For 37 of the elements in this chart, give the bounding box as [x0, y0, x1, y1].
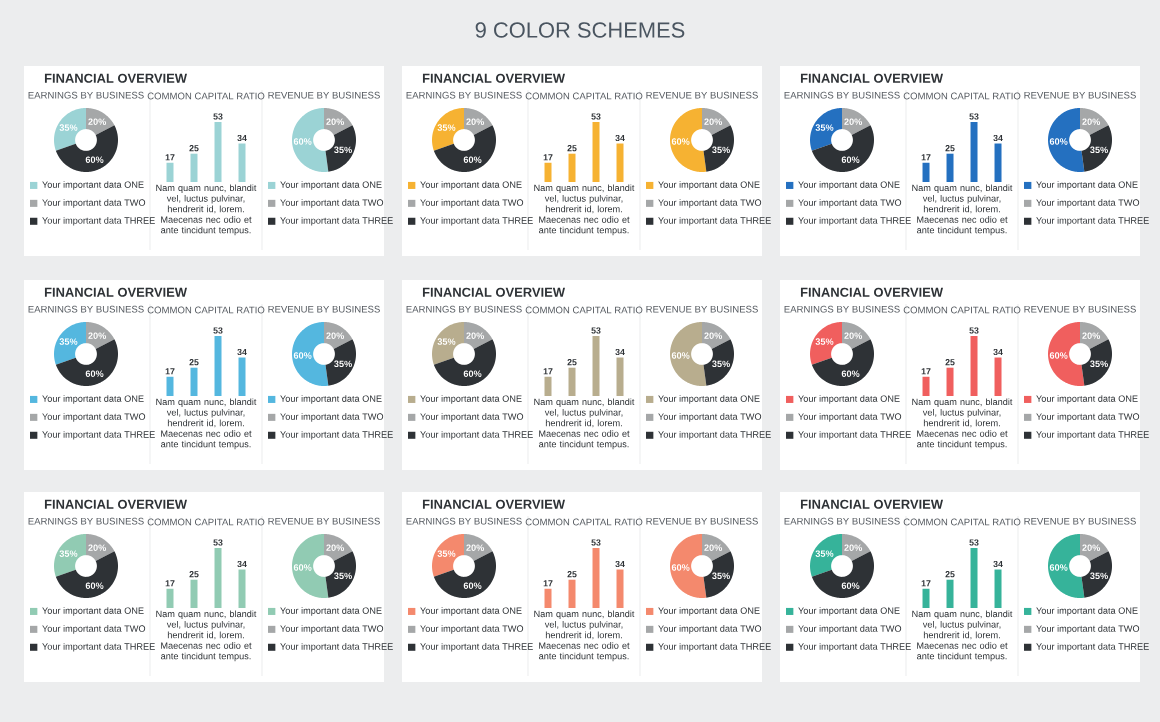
bar	[616, 569, 624, 608]
bar	[922, 162, 930, 182]
bar	[946, 153, 954, 182]
bar	[922, 376, 930, 396]
bar	[970, 122, 978, 182]
bar	[616, 143, 624, 182]
bar	[568, 153, 576, 182]
bar	[166, 376, 174, 396]
bar	[544, 162, 552, 182]
bar	[994, 143, 1002, 182]
bar	[190, 153, 198, 182]
bar	[616, 357, 624, 396]
bar	[970, 548, 978, 608]
bar	[214, 548, 222, 608]
bar	[190, 367, 198, 396]
bar	[592, 336, 600, 396]
bar	[544, 588, 552, 608]
bar	[166, 162, 174, 182]
bar	[994, 569, 1002, 608]
bar	[568, 579, 576, 608]
bar	[544, 376, 552, 396]
bar	[970, 336, 978, 396]
bar	[922, 588, 930, 608]
bar	[946, 579, 954, 608]
bar	[592, 122, 600, 182]
bar	[238, 357, 246, 396]
text: 9 COLOR SCHEMES	[475, 22, 685, 38]
bar	[946, 367, 954, 396]
bar	[190, 579, 198, 608]
bar	[238, 569, 246, 608]
bar	[166, 588, 174, 608]
bar	[994, 357, 1002, 396]
bar	[214, 122, 222, 182]
bar	[214, 336, 222, 396]
bar	[238, 143, 246, 182]
bar	[568, 367, 576, 396]
bar	[592, 548, 600, 608]
